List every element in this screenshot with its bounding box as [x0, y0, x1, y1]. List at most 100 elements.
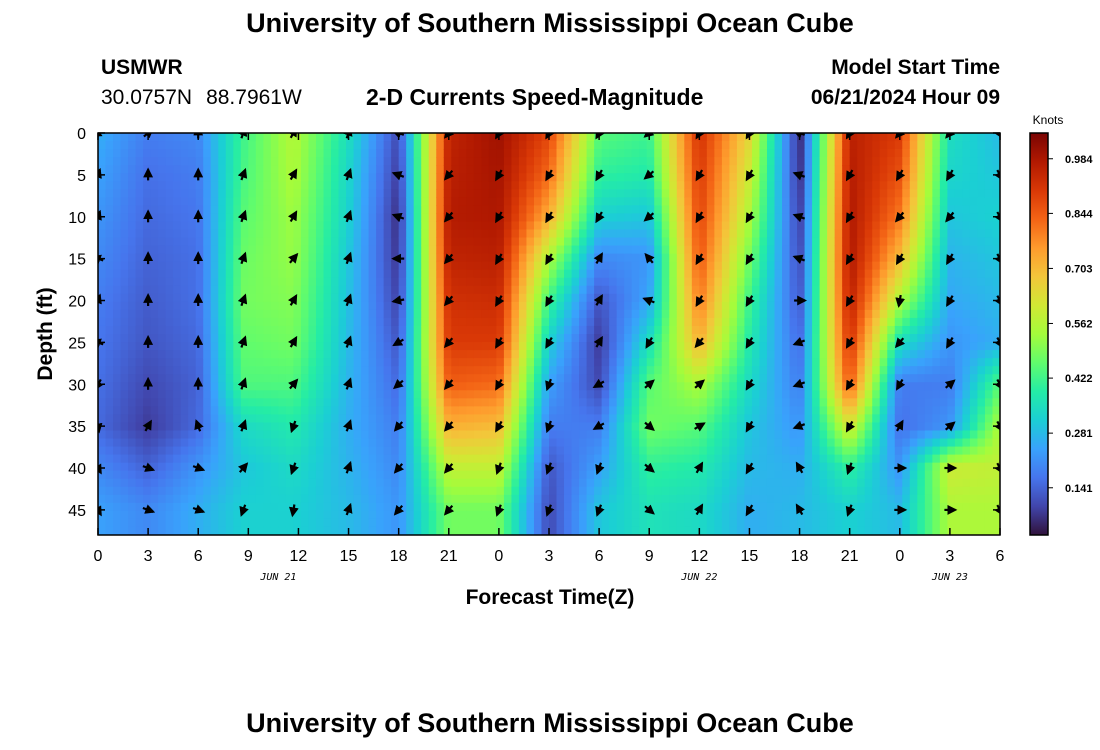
heatmap-cell	[398, 414, 407, 424]
heatmap-cell	[458, 205, 467, 214]
heatmap-cell	[218, 269, 227, 279]
heatmap-cell	[451, 462, 460, 472]
heatmap-cell	[180, 253, 189, 263]
heatmap-cell	[361, 342, 370, 351]
heatmap-cell	[721, 309, 730, 319]
heatmap-cell	[300, 261, 310, 271]
heatmap-cell	[210, 486, 219, 496]
heatmap-cell	[165, 342, 174, 351]
heatmap-cell	[180, 221, 189, 231]
heatmap-cell	[676, 197, 685, 206]
heatmap-cell	[466, 510, 475, 520]
heatmap-cell	[684, 342, 693, 351]
heatmap-cell	[579, 430, 588, 440]
heatmap-cell	[518, 494, 528, 504]
heatmap-cell	[270, 390, 279, 399]
heatmap-cell	[165, 181, 174, 190]
heatmap-cell	[526, 269, 535, 279]
heatmap-cell	[556, 309, 565, 319]
heatmap-cell	[676, 141, 685, 150]
heatmap-cell	[601, 253, 610, 263]
heatmap-cell	[113, 221, 122, 231]
heatmap-cell	[421, 470, 430, 480]
heatmap-cell	[646, 366, 655, 375]
heatmap-cell	[766, 277, 776, 287]
heatmap-cell	[526, 510, 535, 520]
heatmap-cell	[225, 253, 234, 263]
heatmap-cell	[533, 317, 543, 327]
heatmap-cell	[173, 157, 182, 166]
heatmap-cell	[436, 165, 445, 174]
heatmap-cell	[601, 414, 610, 424]
heatmap-cell	[293, 486, 302, 496]
heatmap-cell	[518, 454, 528, 464]
heatmap-cell	[518, 510, 528, 520]
heatmap-cell	[564, 438, 573, 448]
heatmap-cell	[353, 285, 362, 295]
heatmap-cell	[706, 221, 715, 231]
heatmap-cell	[128, 350, 137, 359]
heatmap-cell	[398, 197, 407, 206]
heatmap-cell	[353, 454, 362, 464]
heatmap-cell	[413, 133, 422, 142]
heatmap-cell	[503, 253, 513, 263]
heatmap-cell	[782, 221, 791, 231]
heatmap-cell	[451, 173, 460, 182]
heatmap-cell	[458, 478, 467, 488]
heatmap-cell	[143, 221, 152, 231]
heatmap-cell	[233, 494, 242, 504]
heatmap-cell	[391, 309, 400, 319]
heatmap-cell	[135, 229, 144, 239]
heatmap-cell	[676, 301, 685, 311]
heatmap-cell	[556, 454, 565, 464]
heatmap-cell	[714, 317, 723, 327]
heatmap-cell	[473, 462, 482, 472]
heatmap-cell	[691, 406, 700, 415]
heatmap-cell	[451, 205, 460, 214]
heatmap-cell	[812, 253, 821, 263]
heatmap-cell	[195, 510, 204, 520]
heatmap-cell	[165, 277, 174, 287]
heatmap-cell	[188, 309, 197, 319]
heatmap-cell	[105, 454, 114, 464]
heatmap-cell	[541, 237, 550, 247]
heatmap-cell	[308, 358, 317, 367]
heatmap-cell	[556, 261, 565, 271]
heatmap-cell	[714, 229, 723, 239]
heatmap-cell	[338, 293, 347, 303]
heatmap-cell	[421, 366, 430, 375]
heatmap-cell	[293, 141, 302, 150]
heatmap-cell	[496, 526, 505, 535]
heatmap-cell	[533, 213, 543, 223]
heatmap-cell	[323, 165, 332, 174]
heatmap-cell	[564, 253, 573, 263]
heatmap-cell	[135, 454, 144, 464]
heatmap-cell	[406, 165, 415, 174]
heatmap-cell	[533, 438, 543, 448]
heatmap-cell	[609, 277, 618, 287]
heatmap-cell	[706, 301, 715, 311]
heatmap-cell	[473, 406, 482, 415]
heatmap-cell	[473, 229, 482, 239]
heatmap-cell	[669, 269, 678, 279]
heatmap-cell	[661, 422, 670, 432]
heatmap-cell	[827, 510, 836, 520]
heatmap-cell	[398, 269, 407, 279]
heatmap-cell	[165, 398, 174, 407]
heatmap-cell	[338, 309, 347, 319]
heatmap-cell	[564, 261, 573, 271]
heatmap-cell	[376, 197, 385, 206]
heatmap-cell	[797, 197, 806, 206]
heatmap-cell	[834, 502, 843, 512]
heatmap-cell	[338, 301, 347, 311]
heatmap-cell	[691, 197, 700, 206]
heatmap-cell	[105, 317, 114, 327]
heatmap-cell	[338, 350, 347, 359]
heatmap-cell	[744, 205, 753, 214]
heatmap-cell	[361, 277, 370, 287]
heatmap-cell	[789, 494, 798, 504]
heatmap-cell	[451, 325, 460, 335]
heatmap-cell	[451, 253, 460, 263]
heatmap-cell	[533, 245, 543, 255]
heatmap-cell	[346, 157, 355, 166]
